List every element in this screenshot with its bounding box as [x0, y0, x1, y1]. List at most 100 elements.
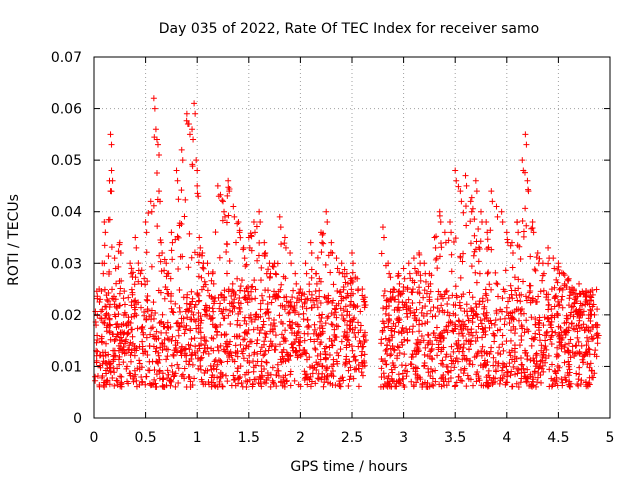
- data-point: [127, 320, 134, 327]
- data-point: [426, 298, 433, 305]
- data-point: [301, 349, 308, 356]
- data-point: [548, 332, 555, 339]
- data-point: [466, 360, 473, 367]
- data-point: [468, 194, 475, 201]
- data-point: [485, 382, 492, 389]
- data-point: [103, 303, 110, 310]
- data-point: [571, 296, 578, 303]
- data-point: [230, 372, 237, 379]
- data-point: [408, 361, 415, 368]
- data-point: [530, 229, 537, 236]
- data-point: [323, 374, 330, 381]
- data-point: [271, 260, 278, 267]
- data-point: [429, 313, 436, 320]
- data-point: [422, 344, 429, 351]
- data-point: [133, 344, 140, 351]
- data-point: [172, 383, 179, 390]
- data-point: [493, 280, 500, 287]
- data-point: [244, 378, 251, 385]
- data-point: [107, 364, 114, 371]
- data-point: [230, 303, 237, 310]
- data-point: [174, 233, 181, 240]
- data-point: [500, 286, 507, 293]
- data-point: [253, 223, 260, 230]
- data-point: [419, 380, 426, 387]
- data-point: [297, 383, 304, 390]
- data-point: [328, 321, 335, 328]
- data-point: [533, 383, 540, 390]
- data-point: [307, 297, 314, 304]
- data-point: [361, 302, 368, 309]
- data-point: [312, 380, 319, 387]
- data-point: [293, 299, 300, 306]
- data-point: [387, 274, 394, 281]
- data-point: [490, 330, 497, 337]
- data-point: [222, 349, 229, 356]
- data-point: [135, 267, 142, 274]
- data-point: [348, 286, 355, 293]
- data-point: [532, 316, 539, 323]
- data-point: [419, 320, 426, 327]
- data-point: [347, 292, 354, 299]
- data-point: [453, 177, 460, 184]
- data-point: [463, 182, 470, 189]
- data-point: [257, 306, 264, 313]
- data-point: [472, 300, 479, 307]
- data-point: [553, 276, 560, 283]
- data-point: [208, 277, 215, 284]
- data-point: [503, 308, 510, 315]
- data-point: [221, 213, 228, 220]
- data-point: [554, 266, 561, 273]
- data-point: [235, 310, 242, 317]
- data-point: [566, 361, 573, 368]
- data-point: [316, 325, 323, 332]
- data-point: [172, 236, 179, 243]
- data-point: [325, 313, 332, 320]
- data-point: [416, 328, 423, 335]
- data-point: [546, 366, 553, 373]
- data-point: [424, 331, 431, 338]
- y-tick-label: 0.05: [51, 153, 82, 169]
- data-point: [559, 304, 566, 311]
- data-point: [430, 329, 437, 336]
- data-point: [178, 187, 185, 194]
- data-point: [287, 368, 294, 375]
- data-point: [150, 343, 157, 350]
- data-point: [511, 274, 518, 281]
- data-point: [161, 295, 168, 302]
- data-point: [347, 364, 354, 371]
- data-point: [352, 357, 359, 364]
- data-point: [411, 315, 418, 322]
- data-point: [528, 314, 535, 321]
- data-point: [403, 373, 410, 380]
- data-point: [534, 298, 541, 305]
- data-point: [443, 363, 450, 370]
- data-point: [452, 283, 459, 290]
- data-point: [400, 328, 407, 335]
- data-point: [259, 297, 266, 304]
- data-point: [510, 363, 517, 370]
- data-point: [522, 131, 529, 138]
- data-point: [586, 364, 593, 371]
- data-point: [509, 314, 516, 321]
- data-point: [496, 344, 503, 351]
- data-point: [245, 369, 252, 376]
- data-point: [576, 315, 583, 322]
- data-point: [416, 321, 423, 328]
- data-point: [523, 378, 530, 385]
- data-point: [384, 297, 391, 304]
- data-point: [98, 315, 105, 322]
- data-point: [484, 270, 491, 277]
- data-point: [541, 332, 548, 339]
- data-point: [438, 302, 445, 309]
- data-point: [539, 353, 546, 360]
- data-point: [524, 326, 531, 333]
- data-point: [195, 298, 202, 305]
- data-point: [389, 369, 396, 376]
- data-point: [416, 284, 423, 291]
- data-point: [109, 177, 116, 184]
- data-point: [420, 337, 427, 344]
- data-point: [278, 318, 285, 325]
- data-point: [573, 370, 580, 377]
- data-point: [295, 290, 302, 297]
